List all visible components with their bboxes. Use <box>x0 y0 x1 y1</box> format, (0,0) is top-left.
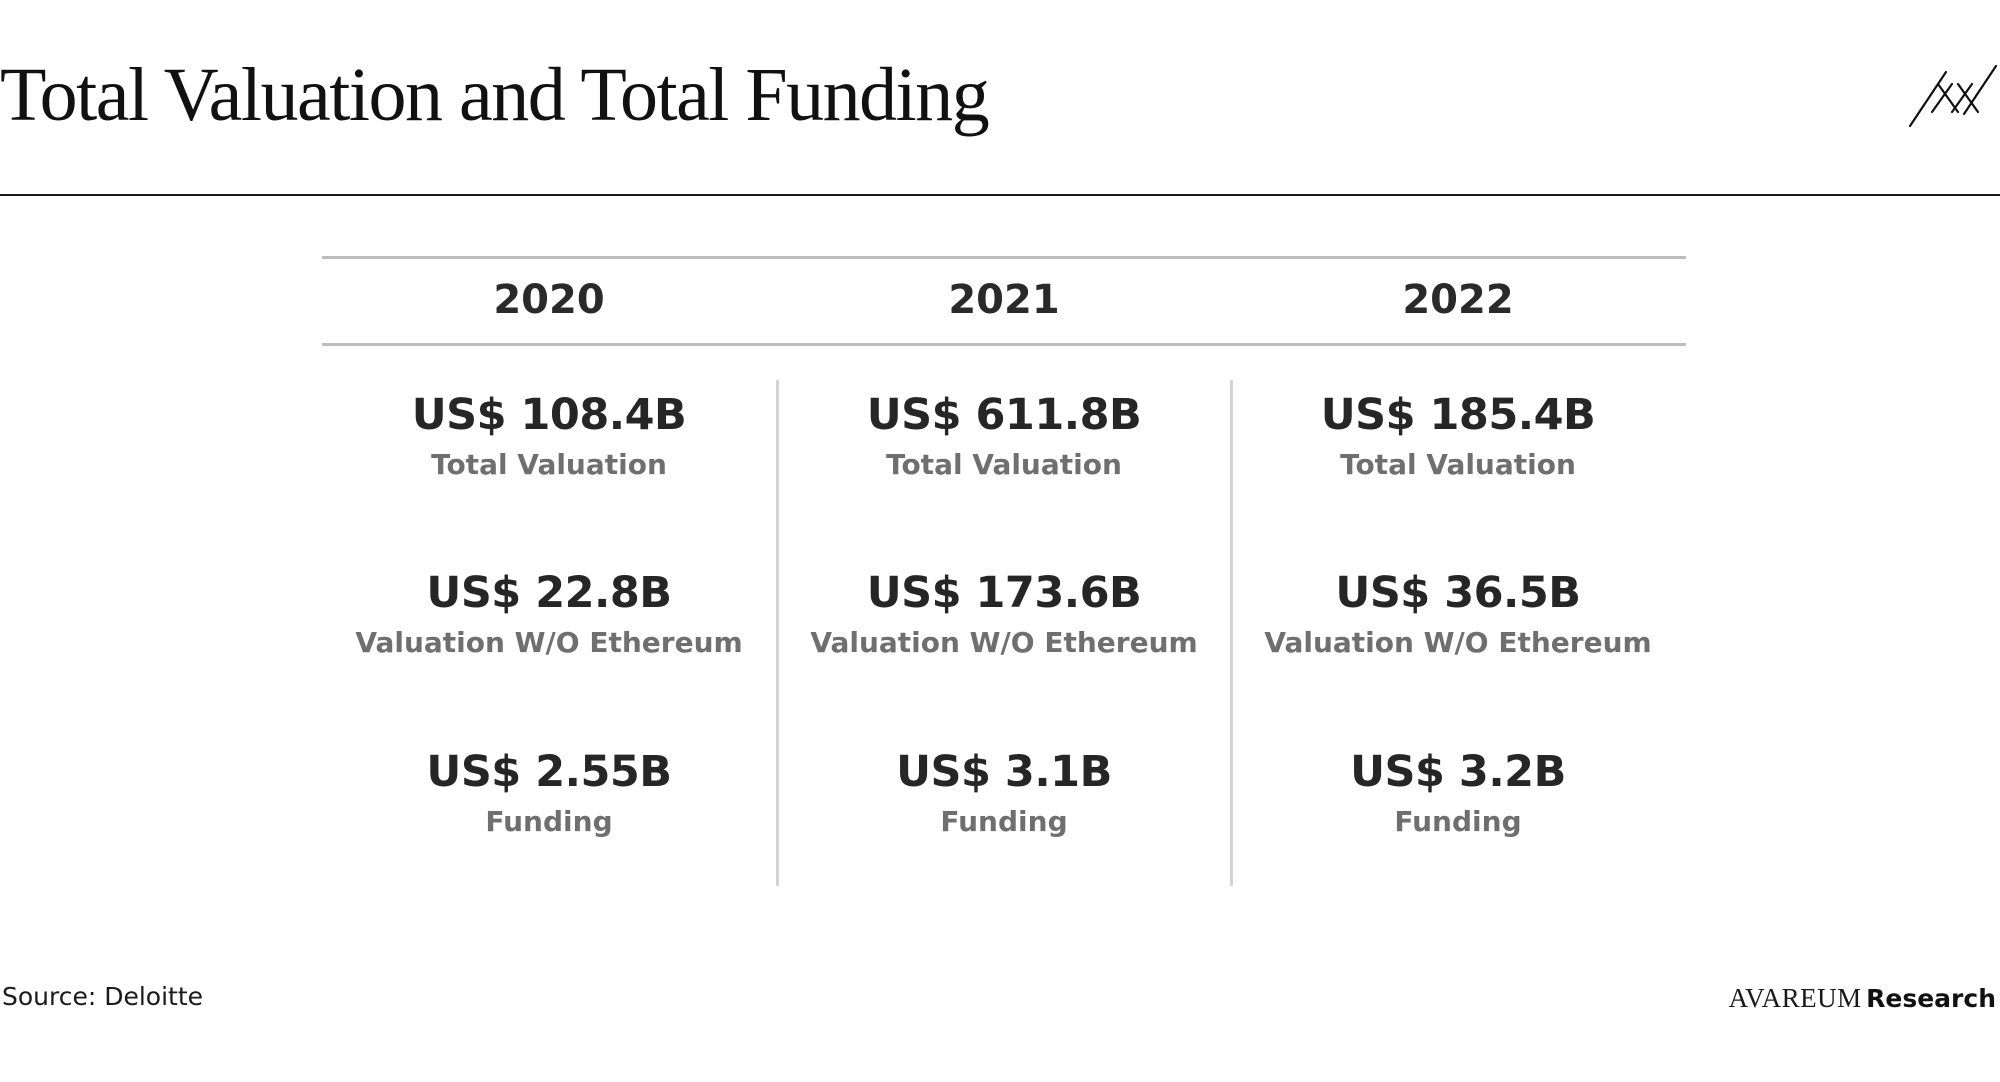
metric-label: Total Valuation <box>1340 447 1576 481</box>
metric-2021-funding: US$ 3.1B Funding <box>777 747 1231 838</box>
brand-footer: AVAREUM Research <box>1729 982 1996 1014</box>
year-header-bottom-rule <box>322 343 1686 346</box>
metric-label: Total Valuation <box>431 447 667 481</box>
metric-value: US$ 173.6B <box>866 568 1142 618</box>
year-header-2021: 2021 <box>948 277 1060 323</box>
metric-label: Valuation W/O Ethereum <box>1264 625 1652 659</box>
metric-label: Total Valuation <box>886 447 1122 481</box>
metric-2020-valuation-wo-ethereum: US$ 22.8B Valuation W/O Ethereum <box>322 568 776 659</box>
metric-value: US$ 36.5B <box>1335 568 1581 618</box>
column-divider <box>1230 380 1233 886</box>
metric-label: Valuation W/O Ethereum <box>810 625 1198 659</box>
brand-suffix: Research <box>1866 984 1996 1013</box>
metric-2022-funding: US$ 3.2B Funding <box>1231 747 1685 838</box>
metric-value: US$ 108.4B <box>411 390 687 440</box>
metric-value: US$ 185.4B <box>1320 390 1596 440</box>
metric-2020-funding: US$ 2.55B Funding <box>322 747 776 838</box>
avareum-logo-icon <box>1908 64 1998 128</box>
year-header-2020: 2020 <box>493 277 605 323</box>
metric-value: US$ 3.2B <box>1350 747 1566 797</box>
metric-label: Funding <box>485 804 613 838</box>
metric-value: US$ 611.8B <box>866 390 1142 440</box>
metric-label: Funding <box>940 804 1068 838</box>
metric-2021-total-valuation: US$ 611.8B Total Valuation <box>777 390 1231 481</box>
column-divider <box>776 380 779 886</box>
metric-2021-valuation-wo-ethereum: US$ 173.6B Valuation W/O Ethereum <box>777 568 1231 659</box>
source-note: Source: Deloitte <box>2 982 204 1011</box>
metric-value: US$ 3.1B <box>896 747 1112 797</box>
year-header-top-rule <box>322 256 1686 259</box>
metric-2022-total-valuation: US$ 185.4B Total Valuation <box>1231 390 1685 481</box>
metric-value: US$ 2.55B <box>426 747 672 797</box>
header-divider <box>0 194 2000 196</box>
metric-value: US$ 22.8B <box>426 568 672 618</box>
metric-2022-valuation-wo-ethereum: US$ 36.5B Valuation W/O Ethereum <box>1231 568 1685 659</box>
year-header-2022: 2022 <box>1402 277 1514 323</box>
metric-label: Valuation W/O Ethereum <box>355 625 743 659</box>
metric-2020-total-valuation: US$ 108.4B Total Valuation <box>322 390 776 481</box>
page-title: Total Valuation and Total Funding <box>0 53 990 137</box>
metric-label: Funding <box>1394 804 1522 838</box>
brand-name: AVAREUM <box>1728 983 1862 1013</box>
